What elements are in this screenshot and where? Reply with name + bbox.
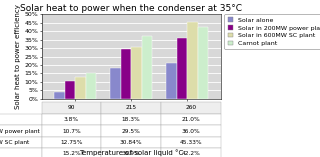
Bar xyxy=(131,47,142,99)
Legend: Solar alone, Solar in 200MW power plant, Solar in 600MW SC plant, Carnot plant: Solar alone, Solar in 200MW power plant,… xyxy=(224,14,320,49)
Bar xyxy=(187,22,198,99)
Bar xyxy=(142,36,153,99)
Bar xyxy=(65,81,75,99)
Bar xyxy=(121,49,131,99)
Bar xyxy=(75,77,86,99)
Title: Solar heat to power when the condenser at 35°C: Solar heat to power when the condenser a… xyxy=(20,4,242,13)
Text: Temperature of solar liquid °C: Temperature of solar liquid °C xyxy=(79,149,183,156)
Bar xyxy=(86,73,97,99)
Y-axis label: Solar heat to power efficiency: Solar heat to power efficiency xyxy=(15,4,21,109)
Bar xyxy=(110,68,121,99)
Bar xyxy=(177,38,187,99)
Bar xyxy=(166,63,177,99)
Bar xyxy=(54,92,65,99)
Bar xyxy=(198,27,209,99)
